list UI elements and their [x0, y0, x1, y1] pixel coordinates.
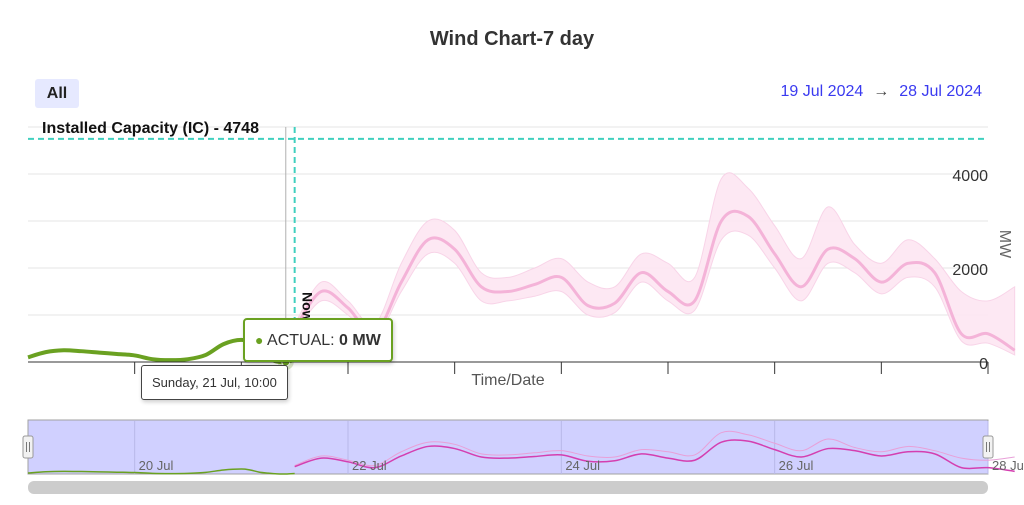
navigator[interactable]: 20 Jul 22 Jul 24 Jul 26 Jul 28 Jul — [22, 419, 1024, 494]
forecast-range-area — [294, 172, 1016, 356]
forecast-line — [293, 209, 1016, 352]
tooltip-value: 0 MW — [339, 332, 381, 349]
tooltip-series-name: ACTUAL — [267, 332, 331, 349]
navigator-actual-line — [27, 468, 295, 475]
arrow-right-icon: → — [873, 83, 890, 100]
crosshair-time-label: Sunday, 21 Jul, 10:00 — [141, 365, 288, 400]
date-range-to[interactable]: 28 Jul 2024 — [899, 83, 982, 100]
y-tick-label: 4000 — [952, 168, 988, 185]
navigator-date-label: 28 Jul — [992, 458, 1024, 473]
date-range: 19 Jul 2024 → 28 Jul 2024 — [781, 83, 982, 101]
navigator-date-label: 24 Jul — [565, 458, 600, 473]
y-tick-label: 2000 — [952, 262, 988, 279]
navigator-left-handle[interactable] — [22, 435, 34, 459]
axes: 0 2000 4000 MW Time/Date — [28, 168, 1013, 389]
capacity-label: Installed Capacity (IC) - 4748 — [42, 120, 259, 137]
navigator-right-handle[interactable] — [982, 435, 994, 459]
x-axis-title: Time/Date — [471, 372, 544, 389]
now-label: Now — [300, 292, 316, 322]
navigator-forecast-line — [294, 439, 1015, 473]
navigator-range-high — [294, 430, 1015, 467]
navigator-scrollbar[interactable] — [28, 481, 988, 494]
navigator-date-label: 26 Jul — [779, 458, 814, 473]
navigator-date-label: 20 Jul — [139, 458, 174, 473]
chart-title: Wind Chart-7 day — [429, 28, 595, 50]
y-axis-title: MW — [996, 230, 1013, 259]
y-tick-label: 0 — [979, 356, 988, 373]
tooltip-separator: : — [330, 332, 340, 349]
range-all-button[interactable]: All — [35, 79, 79, 108]
series-layer — [27, 127, 1016, 370]
data-tooltip: ● ACTUAL: 0 MW — [243, 318, 393, 362]
date-range-from[interactable]: 19 Jul 2024 — [780, 83, 864, 100]
forecast-range-band — [294, 172, 1016, 356]
navigator-date-label: 22 Jul — [352, 458, 387, 473]
series-dot-icon: ● — [255, 332, 264, 348]
